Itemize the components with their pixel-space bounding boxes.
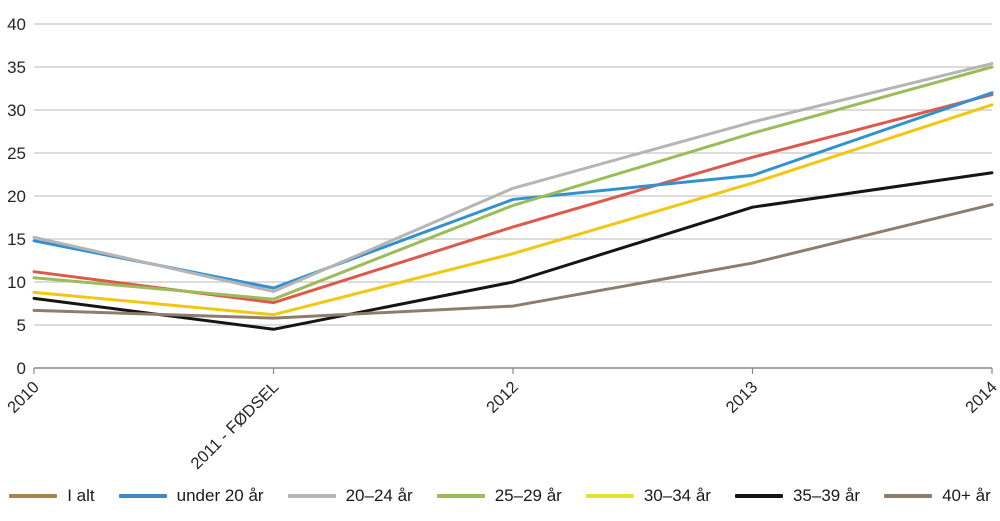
x-axis-label-2014: 2014 xyxy=(962,378,1000,417)
series-line-30-34-r xyxy=(32,103,994,317)
legend-label-under-20-r: under 20 år xyxy=(176,486,264,505)
legend-item-30-34-r: 30–34 år xyxy=(585,486,711,506)
legend-item-under-20-r: under 20 år xyxy=(118,486,264,506)
series-line-40-r xyxy=(32,203,994,320)
legend-item-20-24-r: 20–24 år xyxy=(287,486,413,506)
y-axis-label: 20 xyxy=(7,187,26,206)
legend-swatch-under-20-r xyxy=(118,494,167,498)
y-axis-label: 15 xyxy=(7,230,26,249)
legend-label-30-34-r: 30–34 år xyxy=(643,486,711,505)
legend-swatch-25-29-r xyxy=(436,494,485,498)
legend-label-20-24-r: 20–24 år xyxy=(345,486,413,505)
legend-item-40-r: 40+ år xyxy=(884,486,991,506)
legend-swatch-30-34-r xyxy=(585,494,634,498)
series-line-25-29-r xyxy=(32,65,994,301)
y-axis-label: 35 xyxy=(7,58,26,77)
legend-label-35-39-r: 35–39 år xyxy=(792,486,861,505)
legend-swatch-20-24-r xyxy=(287,494,336,498)
x-axis-label-2013: 2013 xyxy=(723,378,762,417)
x-axis-label-2010: 2010 xyxy=(4,378,43,417)
y-axis-label: 10 xyxy=(7,273,26,292)
y-axis-label: 30 xyxy=(7,101,26,120)
x-axis-label-2012: 2012 xyxy=(483,378,522,417)
y-axis-label: 40 xyxy=(7,15,26,34)
legend-item-35-39-r: 35–39 år xyxy=(734,486,861,506)
legend-item-i-alt: I alt xyxy=(9,486,95,506)
series-line-35-39-r xyxy=(32,171,994,331)
series-line-20-24-r xyxy=(32,62,994,293)
legend-swatch-i-alt xyxy=(9,494,58,498)
y-axis-label: 5 xyxy=(17,316,26,335)
legend-swatch-40-r xyxy=(884,494,933,498)
legend-swatch-35-39-r xyxy=(734,494,783,498)
y-axis-label: 25 xyxy=(7,144,26,163)
legend-label-i-alt: I alt xyxy=(67,486,95,505)
chart-legend: I alt under 20 år 20–24 år 25–29 år 30–34 år… xyxy=(0,486,1000,506)
legend-label-25-29-r: 25–29 år xyxy=(494,486,562,505)
x-axis-label-2011-f-dsel: 2011 - FØDSEL xyxy=(187,378,282,473)
legend-item-25-29-r: 25–29 år xyxy=(436,486,562,506)
series-line-under-20-r xyxy=(32,91,994,290)
y-axis-label: 0 xyxy=(17,359,26,378)
legend-label-40-r: 40+ år xyxy=(942,486,991,505)
